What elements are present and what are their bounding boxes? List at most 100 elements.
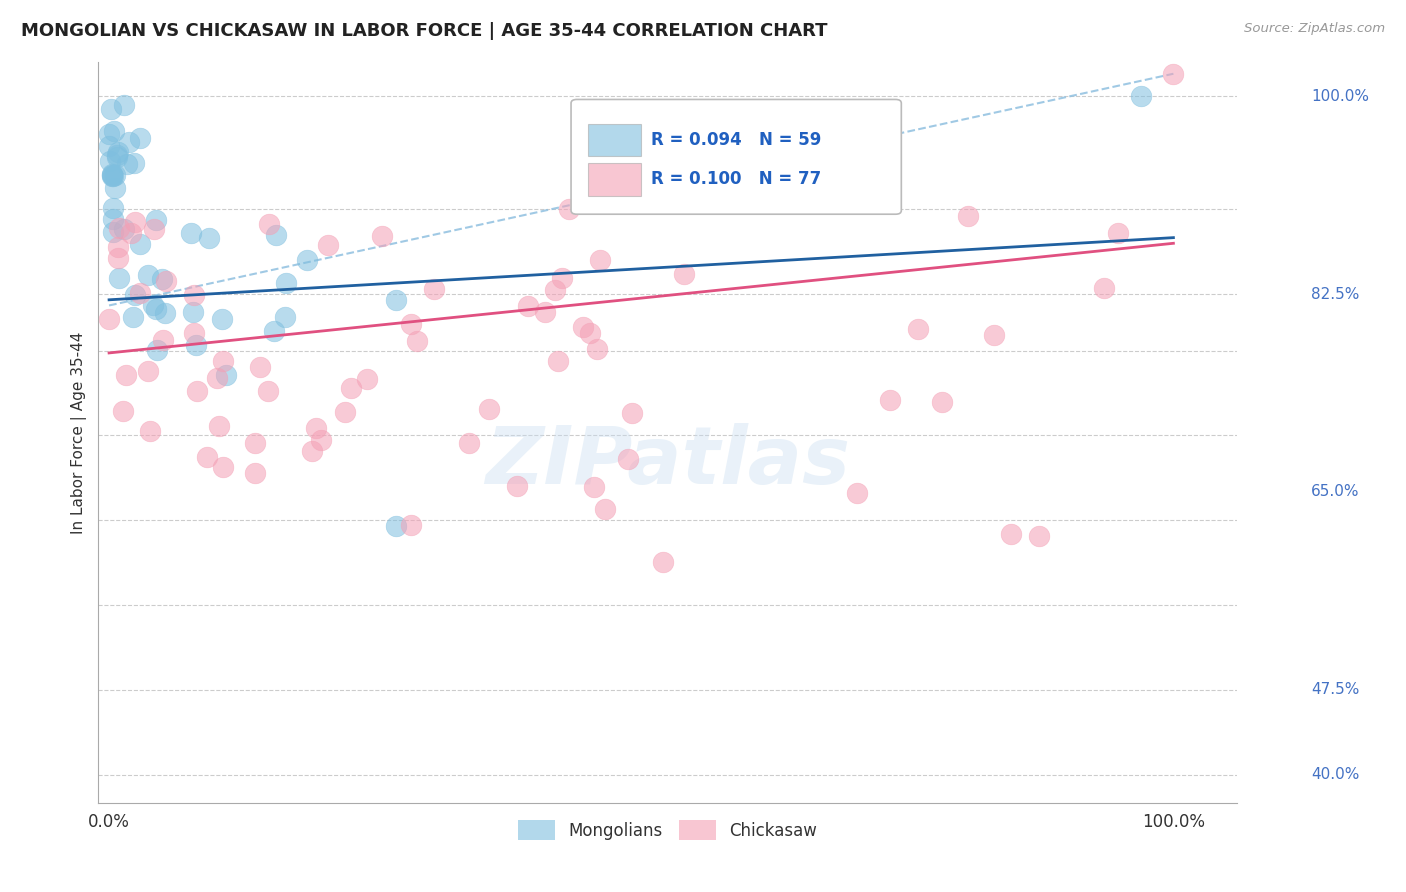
- Point: [205, 370, 228, 384]
- Point: [983, 328, 1005, 343]
- Point: [198, 230, 221, 244]
- Point: [107, 147, 129, 161]
- Point: [583, 480, 606, 494]
- Point: [152, 333, 174, 347]
- Text: 100.0%: 100.0%: [1312, 89, 1369, 103]
- Point: [907, 322, 929, 336]
- Point: [399, 518, 422, 533]
- Point: [101, 201, 124, 215]
- Point: [107, 145, 129, 160]
- Text: 82.5%: 82.5%: [1312, 286, 1360, 301]
- Point: [104, 180, 127, 194]
- Point: [142, 298, 165, 312]
- Point: [129, 130, 152, 145]
- Point: [211, 312, 233, 326]
- Point: [186, 384, 208, 399]
- Point: [101, 168, 124, 182]
- Point: [586, 342, 609, 356]
- Point: [186, 338, 208, 352]
- Text: 65.0%: 65.0%: [1312, 484, 1360, 500]
- Point: [264, 227, 287, 242]
- Point: [505, 479, 527, 493]
- Point: [295, 252, 318, 267]
- Point: [406, 334, 429, 348]
- Point: [477, 401, 499, 416]
- Point: [100, 169, 122, 183]
- Point: [399, 317, 422, 331]
- Point: [112, 222, 135, 236]
- Point: [1000, 526, 1022, 541]
- Point: [108, 271, 131, 285]
- Point: [103, 212, 125, 227]
- Point: [215, 368, 238, 383]
- Point: [101, 225, 124, 239]
- Point: [124, 287, 146, 301]
- Point: [1130, 89, 1153, 103]
- Point: [579, 326, 602, 340]
- Point: [122, 310, 145, 324]
- Point: [139, 424, 162, 438]
- Point: [103, 124, 125, 138]
- Point: [845, 486, 868, 500]
- Point: [617, 452, 640, 467]
- Text: 40.0%: 40.0%: [1312, 767, 1360, 782]
- Point: [257, 217, 280, 231]
- Text: Source: ZipAtlas.com: Source: ZipAtlas.com: [1244, 22, 1385, 36]
- Text: R = 0.100   N = 77: R = 0.100 N = 77: [651, 170, 821, 188]
- Point: [100, 154, 122, 169]
- Point: [593, 501, 616, 516]
- Point: [118, 135, 141, 149]
- Text: 47.5%: 47.5%: [1312, 682, 1360, 698]
- Point: [333, 405, 356, 419]
- Point: [1092, 281, 1115, 295]
- Point: [305, 421, 328, 435]
- Y-axis label: In Labor Force | Age 35-44: In Labor Force | Age 35-44: [72, 332, 87, 533]
- Point: [129, 286, 152, 301]
- Point: [136, 364, 159, 378]
- Point: [153, 305, 176, 319]
- Point: [211, 459, 233, 474]
- Point: [243, 466, 266, 480]
- Point: [256, 384, 278, 399]
- Point: [150, 272, 173, 286]
- Point: [589, 252, 612, 267]
- Point: [1028, 529, 1050, 543]
- Point: [385, 293, 408, 307]
- Legend: Mongolians, Chickasaw: Mongolians, Chickasaw: [512, 814, 824, 847]
- Point: [136, 268, 159, 282]
- Point: [879, 393, 901, 408]
- Point: [100, 167, 122, 181]
- Point: [723, 185, 745, 199]
- Point: [263, 324, 285, 338]
- Point: [316, 238, 339, 252]
- Point: [180, 226, 202, 240]
- Point: [544, 283, 567, 297]
- Point: [385, 519, 408, 533]
- Point: [98, 139, 121, 153]
- Point: [155, 274, 177, 288]
- Point: [620, 405, 643, 419]
- Point: [458, 436, 481, 450]
- FancyBboxPatch shape: [571, 99, 901, 214]
- Point: [145, 302, 167, 317]
- Point: [249, 360, 271, 375]
- Point: [108, 221, 131, 235]
- Point: [931, 395, 953, 409]
- Point: [115, 368, 138, 382]
- Text: MONGOLIAN VS CHICKASAW IN LABOR FORCE | AGE 35-44 CORRELATION CHART: MONGOLIAN VS CHICKASAW IN LABOR FORCE | …: [21, 22, 828, 40]
- Point: [356, 372, 378, 386]
- Point: [122, 156, 145, 170]
- Point: [422, 282, 444, 296]
- Point: [301, 443, 323, 458]
- Point: [547, 354, 569, 368]
- Point: [145, 212, 167, 227]
- Point: [112, 98, 135, 112]
- Point: [533, 305, 555, 319]
- Point: [340, 381, 363, 395]
- Point: [517, 300, 540, 314]
- Point: [309, 433, 332, 447]
- Point: [107, 251, 129, 265]
- Point: [792, 165, 814, 179]
- Point: [105, 150, 128, 164]
- Point: [98, 128, 121, 142]
